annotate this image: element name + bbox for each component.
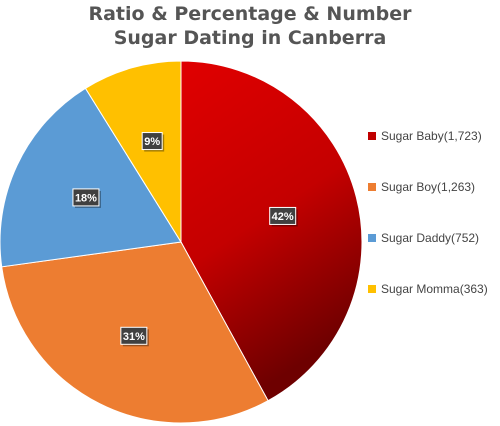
- slice-label-text: 31%: [123, 331, 145, 343]
- legend-entry-sugar-baby: Sugar Baby(1,723): [368, 128, 482, 144]
- legend-entry-sugar-momma: Sugar Momma(363): [368, 281, 488, 297]
- slice-label-text: 18%: [75, 192, 97, 204]
- legend-swatch-sugar-baby: [368, 132, 376, 140]
- chart-title-line-2: Sugar Dating in Canberra: [113, 27, 387, 49]
- chart-title-line-1: Ratio & Percentage & Number: [88, 3, 412, 25]
- slice-label-box: [269, 206, 297, 225]
- slice-label-sugar-momma: 9%: [141, 132, 165, 152]
- slice-label-sugar-boy: 31%: [120, 326, 149, 347]
- legend-swatch-sugar-momma: [368, 285, 376, 293]
- pie-slice-sugar-daddy: [0, 87, 182, 268]
- slice-label-text: 9%: [144, 136, 160, 148]
- legend-swatch-sugar-boy: [368, 183, 376, 191]
- pie-slice-sugar-baby: [180, 60, 363, 402]
- slice-label-box: [72, 188, 100, 207]
- legend-label-sugar-boy: Sugar Boy(1,263): [381, 180, 476, 194]
- legend-label-sugar-baby: Sugar Baby(1,723): [381, 129, 482, 143]
- slice-label-sugar-baby: 42%: [269, 206, 298, 227]
- legend-swatch-sugar-daddy: [368, 234, 376, 242]
- slice-label-text: 42%: [272, 211, 294, 223]
- legend-label-sugar-daddy: Sugar Daddy(752): [381, 231, 480, 245]
- slice-label-box: [141, 132, 163, 151]
- legend-entry-sugar-daddy: Sugar Daddy(752): [368, 230, 479, 246]
- chart-title: Ratio & Percentage & Number Sugar Dating…: [0, 2, 500, 50]
- pie-slice-sugar-momma: [84, 60, 182, 244]
- legend-label-sugar-momma: Sugar Momma(363): [381, 282, 488, 296]
- slice-label-sugar-daddy: 18%: [72, 188, 101, 208]
- slice-label-box: [120, 326, 148, 345]
- legend-entry-sugar-boy: Sugar Boy(1,263): [368, 179, 475, 195]
